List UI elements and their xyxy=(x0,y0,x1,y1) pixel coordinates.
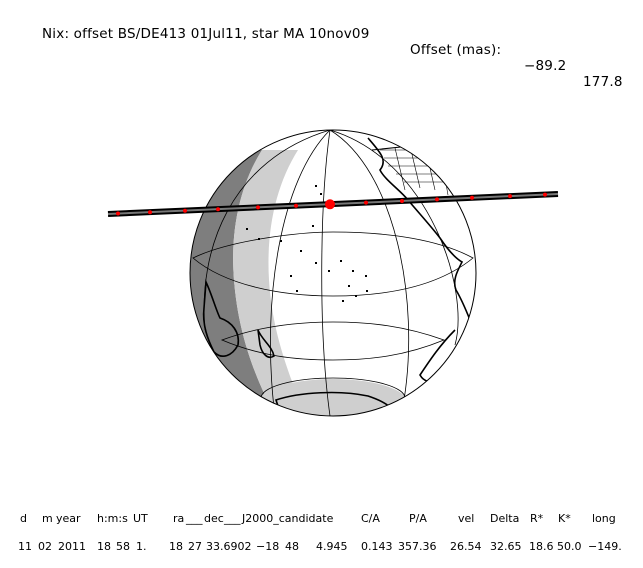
value-rstar: 18.6 xyxy=(529,540,554,553)
value-ra-m: 27 xyxy=(188,540,202,553)
track-time-markers xyxy=(116,192,547,216)
header-m: m xyxy=(42,512,53,525)
header-dec: dec xyxy=(204,512,224,525)
pacific-islands xyxy=(246,185,368,302)
value-delta: 32.65 xyxy=(490,540,522,553)
offset-label: Offset (mas): xyxy=(410,42,502,58)
header-ra: ra xyxy=(173,512,185,525)
value-pa: 357.36 xyxy=(398,540,437,553)
header-long: long xyxy=(592,512,616,525)
value-long: −149. xyxy=(588,540,622,553)
value-d: 11 xyxy=(18,540,32,553)
value-m: 02 xyxy=(38,540,52,553)
header-j2000: J2000_candidate xyxy=(242,512,334,525)
value-hour: 18 xyxy=(97,540,111,553)
value-ra-s: 33.6902 xyxy=(206,540,252,553)
earth-globe-diagram xyxy=(107,129,559,417)
header-rstar: R* xyxy=(530,512,544,525)
value-vel: 26.54 xyxy=(450,540,482,553)
header-ut: UT xyxy=(133,512,148,525)
value-ra-h: 18 xyxy=(169,540,183,553)
twilight-band xyxy=(233,150,305,415)
value-ca: 0.143 xyxy=(361,540,393,553)
header-kstar: K* xyxy=(558,512,571,525)
header-delta: Delta xyxy=(490,512,520,525)
value-second: 1. xyxy=(136,540,147,553)
value-dec-s: 4.945 xyxy=(316,540,348,553)
value-year: 2011 xyxy=(58,540,86,553)
header-year: year xyxy=(56,512,81,525)
header-vel: vel xyxy=(458,512,475,525)
offset-x-value: −89.2 xyxy=(524,58,567,74)
event-label: Nix: offset BS/DE413 01Jul11, star MA 10… xyxy=(42,26,370,42)
value-kstar: 50.0 xyxy=(557,540,582,553)
closest-approach-marker xyxy=(325,199,335,210)
header-sep1: ___ xyxy=(186,512,203,525)
graticule xyxy=(192,130,474,416)
header-ca: C/A xyxy=(361,512,380,525)
plot-title: Nix: offset BS/DE413 01Jul11, star MA 10… xyxy=(42,10,622,90)
header-d: d xyxy=(20,512,27,525)
globe-outline xyxy=(189,129,477,417)
header-pa: P/A xyxy=(409,512,427,525)
offset-y-value: 177.8 xyxy=(583,74,623,90)
value-minute: 58 xyxy=(116,540,130,553)
header-hms: h:m:s xyxy=(97,512,128,525)
header-sep2: ___ xyxy=(224,512,241,525)
value-dec-d: −18 xyxy=(256,540,280,553)
value-dec-m: 48 xyxy=(285,540,299,553)
